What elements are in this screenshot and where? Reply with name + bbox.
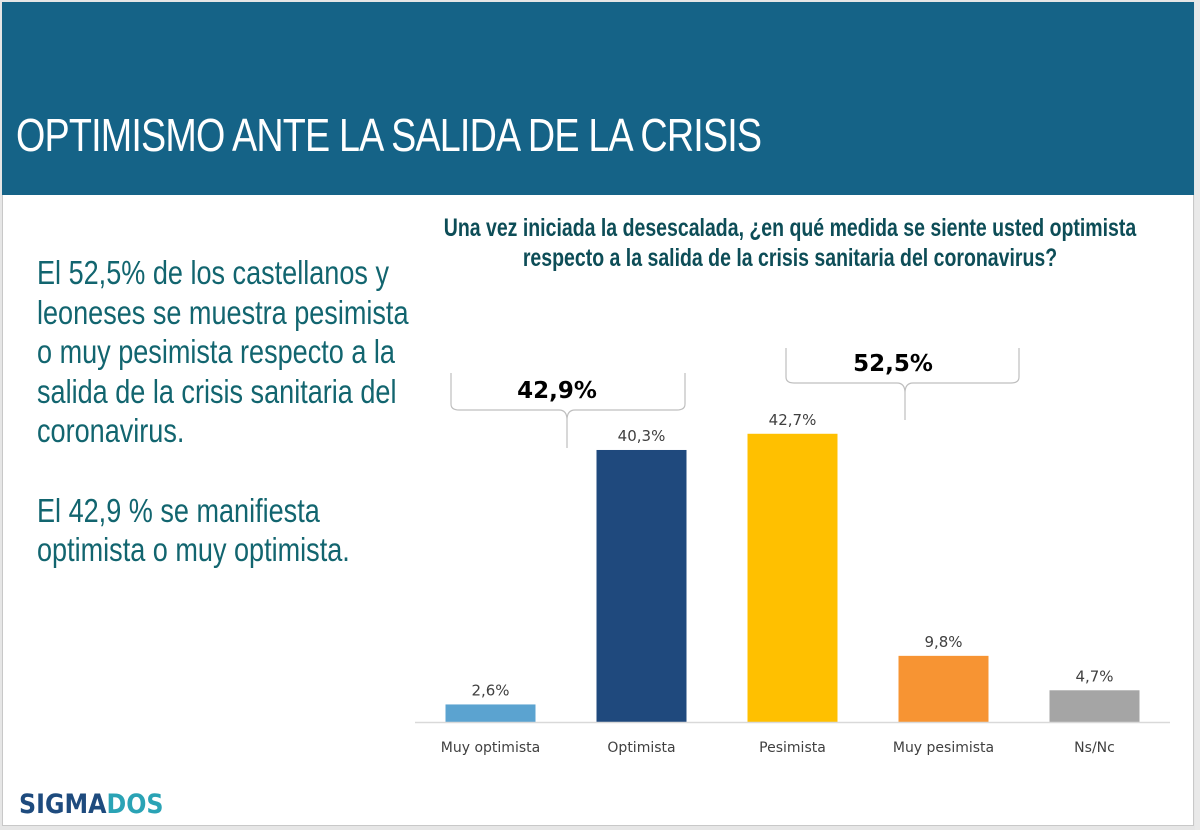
bar-pesimista [747, 433, 838, 722]
summary-paragraph-optimism: El 42,9 % se manifiesta optimista o muy … [37, 491, 350, 569]
bar-muy-pesimista [898, 655, 989, 722]
brace-optimists [450, 373, 686, 448]
category-label: Muy optimista [441, 740, 540, 756]
data-label: 9,8% [924, 633, 962, 651]
window-edge [1195, 0, 1200, 830]
bar-ns-nc [1049, 690, 1140, 722]
summary-text: El 52,5% de los castellanos y leoneses s… [37, 253, 414, 570]
page-title: OPTIMISMO ANTE LA SALIDA DE LA CRISIS [16, 109, 762, 161]
sigmados-logo: SIGMADOS [19, 789, 164, 820]
brace-annotations: 42,9% 52,5% [450, 348, 1020, 448]
data-label: 42,7% [769, 411, 817, 429]
data-label: 2,6% [471, 681, 509, 699]
category-label: Optimista [607, 740, 675, 756]
logo-part-sigma: SIGMA [19, 789, 107, 820]
logo-part-dos: DOS [106, 789, 164, 820]
summary-paragraph-pessimism: El 52,5% de los castellanos y leoneses s… [37, 254, 409, 449]
data-label: 4,7% [1075, 667, 1113, 685]
category-label: Ns/Nc [1074, 740, 1115, 756]
labels: 2,6% Muy optimista 40,3% Optimista 42,7% Pesi… [441, 411, 1115, 756]
bar-optimista [596, 449, 687, 722]
brace-pessimists [785, 348, 1020, 420]
data-label: 40,3% [618, 427, 666, 445]
brace-total-label: 42,9% [517, 378, 597, 404]
category-label: Muy pesimista [893, 740, 994, 756]
brace-total-label: 52,5% [853, 351, 933, 377]
chart-title: Una vez iniciada la desescalada, ¿en qué… [410, 213, 1170, 273]
category-label: Pesimista [759, 740, 826, 756]
bar-muy-optimista [445, 704, 536, 722]
bars [445, 433, 1140, 722]
chart-title-text: Una vez iniciada la desescalada, ¿en qué… [443, 214, 1137, 272]
header-banner: OPTIMISMO ANTE LA SALIDA DE LA CRISIS [2, 2, 1194, 195]
